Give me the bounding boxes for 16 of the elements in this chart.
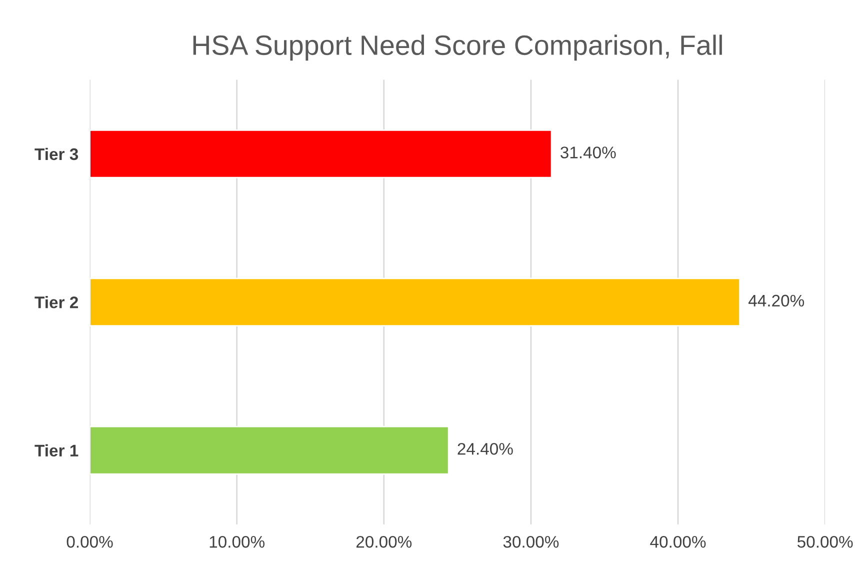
y-tick-label: Tier 2	[34, 296, 78, 308]
data-label: 24.40%	[458, 442, 513, 455]
bar	[90, 426, 450, 475]
bar	[90, 129, 552, 178]
bar	[90, 278, 740, 327]
data-label: 31.40%	[560, 146, 616, 158]
x-tick-label: 10.00%	[210, 536, 265, 548]
x-tick-label: 40.00%	[650, 536, 706, 548]
x-tick-label: 0.00%	[66, 536, 113, 548]
y-tick-label: Tier 1	[34, 444, 78, 457]
x-tick-label: 30.00%	[503, 536, 559, 548]
chart-title: HSA Support Need Score Comparison, Fall	[193, 34, 722, 61]
y-tick-label: Tier 3	[34, 148, 78, 160]
x-tick-label: 20.00%	[356, 536, 412, 548]
data-label: 44.20%	[748, 294, 804, 307]
x-tick-label: 50.00%	[797, 536, 853, 548]
